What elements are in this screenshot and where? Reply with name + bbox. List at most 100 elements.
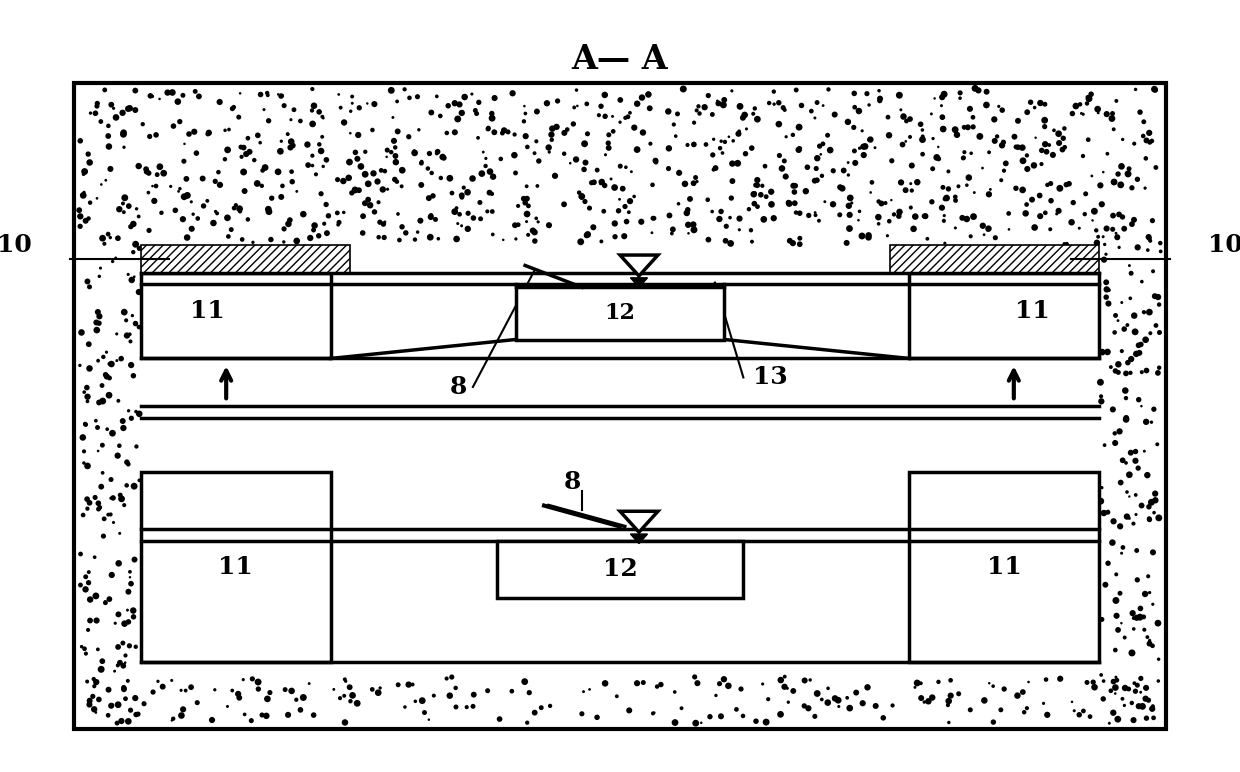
Point [1148, 675, 1168, 687]
Point [97, 423, 117, 435]
Point [965, 82, 985, 94]
Point [298, 159, 317, 171]
Point [98, 120, 118, 132]
Point [309, 229, 329, 242]
Point [665, 686, 684, 698]
Point [541, 699, 560, 712]
Point [686, 717, 706, 730]
Point [831, 181, 851, 194]
Point [1151, 237, 1171, 249]
Point [244, 154, 264, 166]
Point [314, 112, 334, 124]
Text: 11: 11 [190, 299, 224, 323]
Point [746, 715, 766, 727]
Point [92, 480, 112, 493]
Point [71, 220, 91, 232]
Point [445, 97, 465, 110]
Point [290, 704, 310, 716]
Point [1146, 494, 1166, 506]
Point [977, 86, 997, 98]
Point [647, 680, 667, 692]
Point [719, 130, 739, 143]
Point [113, 637, 133, 649]
Point [646, 156, 666, 168]
Point [839, 222, 859, 235]
Point [102, 699, 122, 712]
Point [708, 95, 728, 107]
Point [72, 327, 92, 339]
Point [480, 187, 500, 199]
Point [165, 204, 185, 216]
Point [114, 141, 134, 154]
Point [74, 186, 94, 198]
Point [1064, 196, 1084, 208]
Point [358, 178, 378, 190]
Point [239, 146, 259, 158]
Point [258, 692, 278, 705]
Point [680, 193, 699, 205]
Point [708, 97, 728, 110]
Point [479, 123, 498, 135]
Point [1148, 617, 1168, 629]
Point [790, 207, 810, 219]
Point [77, 493, 97, 506]
Point [1097, 346, 1117, 358]
Point [815, 195, 835, 208]
Point [303, 83, 322, 95]
Point [281, 135, 301, 147]
Point [458, 186, 477, 198]
Point [1140, 513, 1159, 526]
Point [1127, 173, 1147, 185]
Point [805, 710, 825, 723]
Point [957, 179, 977, 191]
Point [1096, 248, 1116, 260]
Point [102, 358, 122, 371]
Point [1106, 594, 1126, 607]
Point [345, 184, 365, 196]
Point [171, 709, 191, 722]
Point [78, 391, 98, 403]
Point [1143, 598, 1163, 611]
Point [229, 202, 249, 215]
Point [485, 92, 505, 104]
Point [784, 180, 804, 192]
Point [889, 89, 909, 101]
Point [108, 641, 128, 653]
Point [382, 84, 402, 96]
Point [868, 211, 888, 223]
Point [1131, 611, 1151, 623]
Point [1054, 238, 1074, 250]
Point [513, 192, 533, 205]
Point [1115, 682, 1135, 694]
Point [231, 205, 250, 218]
Point [184, 208, 203, 220]
Point [283, 139, 303, 151]
Point [1140, 638, 1159, 650]
Point [1094, 507, 1114, 520]
Point [779, 696, 799, 709]
Point [748, 113, 768, 125]
Point [167, 96, 187, 108]
Point [114, 127, 134, 139]
Point [849, 105, 869, 117]
Point [469, 132, 489, 144]
Point [122, 577, 141, 590]
Point [197, 195, 217, 207]
Point [761, 185, 781, 198]
Point [93, 394, 113, 407]
Point [1035, 138, 1055, 151]
Point [433, 151, 453, 163]
Point [712, 135, 732, 147]
Point [670, 167, 689, 179]
Point [139, 186, 159, 198]
Point [1128, 700, 1148, 713]
Point [140, 130, 160, 143]
Point [957, 213, 977, 225]
Point [858, 231, 878, 243]
Point [424, 689, 444, 702]
Point [963, 111, 983, 124]
Point [807, 96, 827, 109]
Point [113, 415, 133, 427]
Point [286, 235, 306, 247]
Point [451, 189, 471, 201]
